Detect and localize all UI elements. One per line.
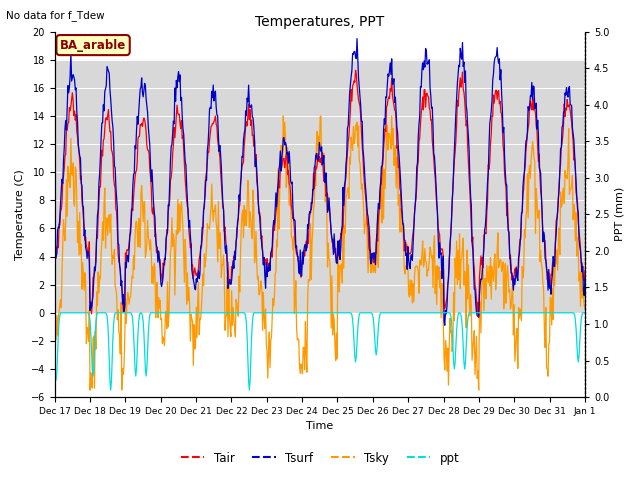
Y-axis label: Temperature (C): Temperature (C) — [15, 169, 25, 260]
Text: No data for f_Tdew: No data for f_Tdew — [6, 10, 105, 21]
X-axis label: Time: Time — [306, 421, 333, 432]
Legend: Tair, Tsurf, Tsky, ppt: Tair, Tsurf, Tsky, ppt — [176, 447, 464, 469]
Text: BA_arable: BA_arable — [60, 38, 126, 51]
Bar — [54, 60, 585, 313]
Title: Temperatures, PPT: Temperatures, PPT — [255, 15, 385, 29]
Y-axis label: PPT (mm): PPT (mm) — [615, 187, 625, 241]
